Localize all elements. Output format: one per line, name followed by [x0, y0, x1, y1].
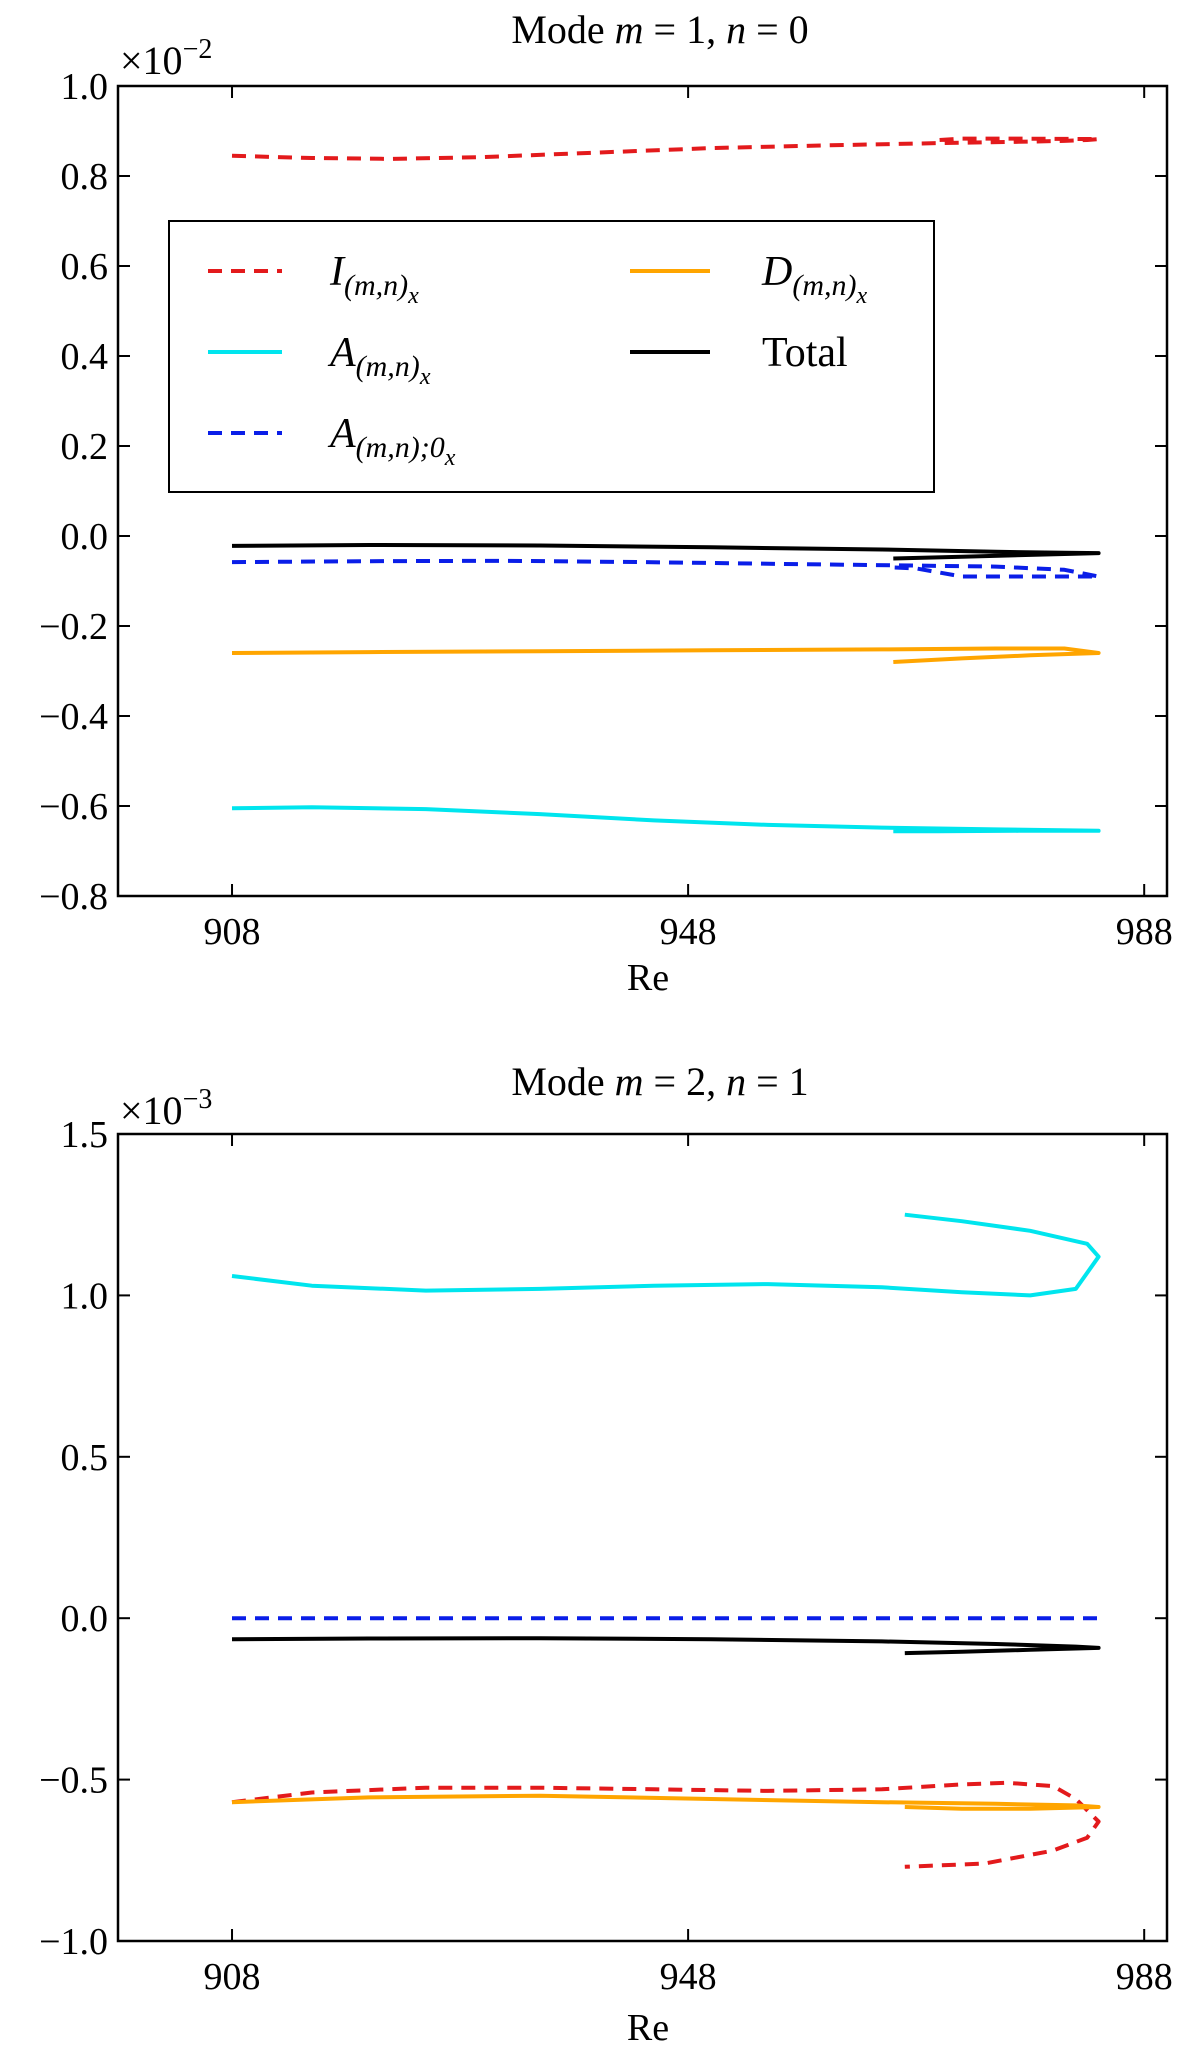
series-line-T [231, 543, 1101, 561]
legend-items: I(m,n)x A(m,n)x A(m,n);0x D(m,n)x Total [208, 249, 868, 471]
x-tick-label: 908 [204, 911, 261, 953]
y-tick-label: −0.2 [39, 606, 108, 648]
y-tick-label: 0.4 [61, 336, 109, 378]
y-tick-label: 0.5 [61, 1437, 109, 1479]
series-layer [231, 136, 1101, 834]
x-axis-label: Re [627, 957, 669, 999]
ticks-layer: 908 948 988 −0.8 −0.6 −0.4 −0.2 0.0 0.2 0.4 0.6 0.8… [39, 66, 1173, 953]
series-line-I [231, 1780, 1101, 1869]
y-tick-label: 1.5 [61, 1114, 109, 1156]
x-tick-label: 948 [660, 911, 717, 953]
chart-panel-mode-1-0: Mode m = 1, n = 0 ×10−2 908 948 988 −0.8 −0.… [39, 7, 1173, 999]
series-layer [231, 1212, 1101, 1869]
ticks-layer: 908 948 988 −1.0 −0.5 0.0 0.5 1.0 1.5 [39, 1114, 1173, 1998]
chart-title: Mode m = 1, n = 0 [511, 7, 808, 52]
y-tick-label: −0.6 [39, 786, 108, 828]
y-tick-label: 0.6 [61, 246, 109, 288]
x-tick-label: 948 [660, 1956, 717, 1998]
y-tick-label: 1.0 [61, 1275, 109, 1317]
axis-multiplier: ×10−3 [120, 1084, 212, 1133]
chart-panel-mode-2-1: Mode m = 2, n = 1 ×10−3 908 948 988 −1.0 −0.… [39, 1059, 1173, 2049]
y-tick-label: 0.0 [61, 1598, 109, 1640]
y-tick-label: −0.4 [39, 696, 108, 738]
plot-frame [116, 1132, 1169, 1943]
series-line-T [231, 1636, 1101, 1656]
y-tick-label: 0.2 [61, 426, 109, 468]
series-line-D [231, 646, 1101, 664]
y-tick-label: 0.0 [61, 516, 109, 558]
x-tick-label: 988 [1116, 911, 1173, 953]
legend-label-A: A(m,n)x [327, 330, 431, 390]
legend-label-I: I(m,n)x [329, 249, 419, 309]
series-line-I [231, 136, 1101, 161]
y-tick-label: 1.0 [61, 66, 109, 108]
series-line-A0 [231, 558, 1101, 579]
legend-label-A0: A(m,n);0x [327, 411, 456, 471]
y-tick-label: −0.8 [39, 876, 108, 918]
legend: I(m,n)x A(m,n)x A(m,n);0x D(m,n)x Total [168, 220, 935, 493]
series-line-A [231, 805, 1101, 834]
x-tick-label: 908 [204, 1956, 261, 1998]
legend-box [168, 220, 935, 493]
chart-title: Mode m = 2, n = 1 [511, 1059, 808, 1104]
series-line-A [231, 1212, 1101, 1298]
axis-multiplier: ×10−2 [120, 34, 212, 83]
series-line-D [231, 1793, 1101, 1811]
y-tick-label: −0.5 [39, 1760, 108, 1802]
y-tick-label: 0.8 [61, 156, 109, 198]
legend-label-T: Total [762, 330, 848, 376]
y-tick-label: −1.0 [39, 1921, 108, 1963]
x-axis-label: Re [627, 2007, 669, 2049]
x-tick-label: 988 [1116, 1956, 1173, 1998]
legend-label-D: D(m,n)x [761, 249, 868, 309]
plot-frame [116, 84, 1169, 898]
